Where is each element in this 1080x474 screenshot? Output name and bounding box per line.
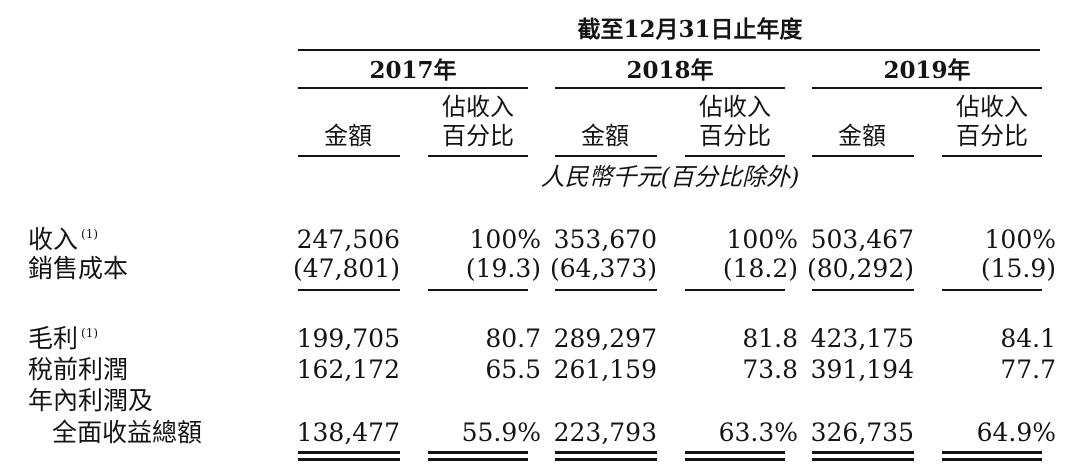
total-double-rule: [812, 451, 914, 454]
total-double-rule: [685, 451, 785, 454]
percent-cell: 100%: [726, 225, 798, 254]
amount-cell: (80,292): [807, 254, 914, 283]
row-label-revenue: 收入 (1): [28, 225, 99, 254]
percent-cell: 100%: [984, 225, 1056, 254]
col-rule: [555, 155, 657, 157]
col-rule: [428, 155, 528, 157]
year-2019-header: 2019年: [883, 57, 971, 84]
row-label-profit-for-year: 年內利潤及: [28, 386, 154, 415]
percent-cell: 73.8: [742, 355, 798, 384]
col-rule: [942, 155, 1042, 157]
row-label-total-comprehensive-income: 全面收益總額: [52, 418, 203, 447]
amount-cell: 503,467: [810, 225, 914, 254]
percent-cell: 100%: [469, 225, 541, 254]
amount-cell: 423,175: [810, 324, 914, 353]
percent-cell: 80.7: [485, 324, 541, 353]
amount-cell: (47,801): [293, 254, 400, 283]
col-amount-2019: 金額: [838, 122, 886, 150]
col-rule: [812, 155, 914, 157]
amount-cell: 199,705: [296, 324, 400, 353]
percent-cell: 77.7: [1000, 355, 1056, 384]
total-double-rule: [942, 451, 1042, 454]
total-double-rule: [298, 451, 400, 454]
percent-cell: (15.9): [980, 254, 1056, 283]
total-double-rule: [428, 451, 528, 454]
period-title: 截至12月31日止年度: [577, 16, 803, 43]
amount-cell: 223,793: [553, 418, 657, 447]
percent-cell: 65.5: [485, 355, 541, 384]
unit-note: 人民幣千元(百分比除外): [540, 163, 800, 191]
percent-cell: 84.1: [1000, 324, 1056, 353]
period-rule: [298, 49, 1040, 51]
percent-cell: 64.9%: [976, 418, 1056, 447]
year-2017-rule: [298, 87, 528, 89]
subtotal-rule: [812, 289, 914, 291]
amount-cell: 138,477: [296, 418, 400, 447]
total-double-rule: [555, 451, 657, 454]
col-pct-2019-line2: 百分比: [956, 122, 1028, 150]
total-double-rule: [428, 458, 528, 461]
amount-cell: 261,159: [553, 355, 657, 384]
total-double-rule: [812, 458, 914, 461]
year-2019-rule: [812, 87, 1042, 89]
year-2017-header: 2017年: [369, 57, 457, 84]
subtotal-rule: [555, 289, 657, 291]
amount-cell: 353,670: [553, 225, 657, 254]
total-double-rule: [685, 458, 785, 461]
col-amount-2017: 金額: [324, 122, 372, 150]
row-label-gross-profit: 毛利 (1): [28, 324, 99, 353]
col-pct-2019-line1: 佔收入: [956, 93, 1028, 121]
amount-cell: 247,506: [296, 225, 400, 254]
col-rule: [685, 155, 785, 157]
amount-cell: 391,194: [810, 355, 914, 384]
col-rule: [298, 155, 400, 157]
subtotal-rule: [685, 289, 785, 291]
amount-cell: 162,172: [296, 355, 400, 384]
total-double-rule: [942, 458, 1042, 461]
subtotal-rule: [428, 289, 528, 291]
col-pct-2017-line1: 佔收入: [442, 93, 514, 121]
col-amount-2018: 金額: [581, 122, 629, 150]
col-pct-2018-line2: 百分比: [699, 122, 771, 150]
col-pct-2018-line1: 佔收入: [699, 93, 771, 121]
percent-cell: 81.8: [742, 324, 798, 353]
amount-cell: (64,373): [550, 254, 657, 283]
subtotal-rule: [298, 289, 400, 291]
total-double-rule: [298, 458, 400, 461]
percent-cell: (18.2): [722, 254, 798, 283]
row-label-profit-before-tax: 稅前利潤: [28, 355, 129, 384]
percent-cell: 63.3%: [718, 418, 798, 447]
amount-cell: 326,735: [810, 418, 914, 447]
percent-cell: 55.9%: [461, 418, 541, 447]
percent-cell: (19.3): [465, 254, 541, 283]
year-2018-rule: [555, 87, 785, 89]
col-pct-2017-line2: 百分比: [442, 122, 514, 150]
year-2018-header: 2018年: [626, 57, 714, 84]
amount-cell: 289,297: [553, 324, 657, 353]
row-label-cost-of-sales: 銷售成本: [28, 254, 129, 283]
total-double-rule: [555, 458, 657, 461]
subtotal-rule: [942, 289, 1042, 291]
